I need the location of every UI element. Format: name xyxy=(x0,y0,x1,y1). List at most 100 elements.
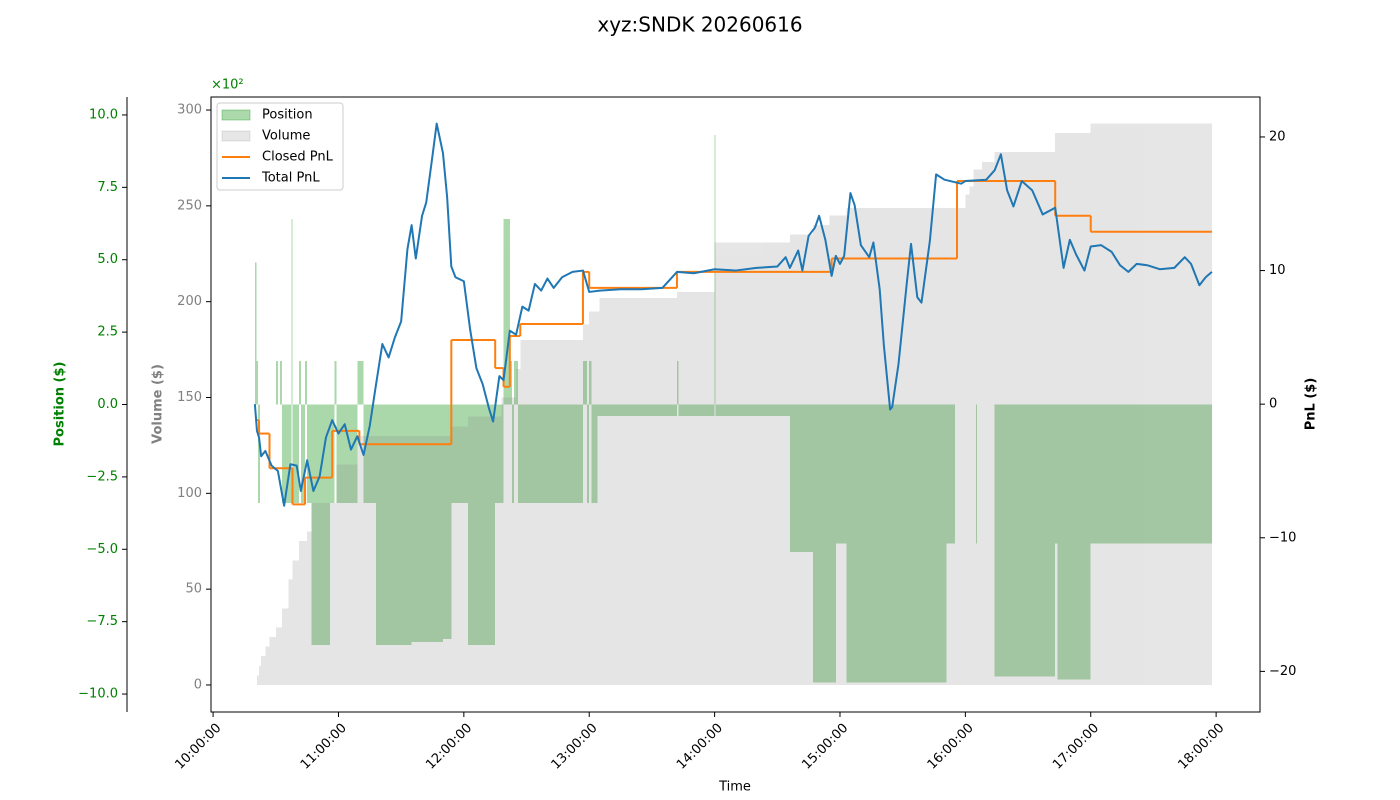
area-step xyxy=(973,169,983,685)
legend-label: Position xyxy=(262,108,313,123)
area-step xyxy=(259,665,262,685)
area-step xyxy=(298,541,308,685)
x-tick-label: 15:00:00 xyxy=(799,721,851,773)
area-step xyxy=(357,435,452,685)
x-tick-label: 14:00:00 xyxy=(674,721,726,773)
area-step xyxy=(582,361,588,405)
area-step xyxy=(282,404,292,503)
area-step xyxy=(812,404,836,683)
area-step xyxy=(589,311,600,685)
area-step xyxy=(520,340,583,685)
area-step xyxy=(994,404,1056,677)
legend-swatch xyxy=(221,109,251,121)
area-step xyxy=(513,361,519,405)
legend-swatch xyxy=(221,130,251,142)
area-step xyxy=(256,361,259,405)
area-step xyxy=(969,186,974,685)
area-step xyxy=(846,207,966,685)
area-step xyxy=(288,579,293,685)
area-step xyxy=(965,194,970,685)
y-axis-label: PnL ($) xyxy=(1304,378,1319,431)
area-step xyxy=(846,404,947,683)
pnl-tick-label: 0 xyxy=(1269,397,1277,412)
chart-title: xyz:SNDK 20260616 xyxy=(597,13,802,37)
area-step xyxy=(715,404,790,417)
pnl-tick-label: 10 xyxy=(1269,263,1286,278)
area-step xyxy=(591,404,598,503)
area-step xyxy=(676,361,679,405)
legend-label: Volume xyxy=(262,129,310,144)
volume-tick-label: 300 xyxy=(177,103,202,118)
x-tick-label: 10:00:00 xyxy=(172,721,224,773)
area-step xyxy=(676,292,715,685)
area-step xyxy=(468,416,502,685)
legend-box xyxy=(216,102,344,191)
area-step xyxy=(300,404,306,503)
area-step xyxy=(1090,123,1212,685)
volume-tick-label: 250 xyxy=(177,198,202,213)
x-tick-label: 12:00:00 xyxy=(423,721,475,773)
area-step xyxy=(275,627,283,685)
area-step xyxy=(829,215,847,685)
volume-tick-label: 50 xyxy=(185,582,202,597)
volume-tick-label: 0 xyxy=(194,677,202,692)
area-step xyxy=(516,368,521,685)
area-step xyxy=(298,361,301,405)
position-tick-label: 7.5 xyxy=(97,180,118,195)
area-step xyxy=(363,404,377,503)
area-step xyxy=(589,361,592,405)
volume-tick-label: 150 xyxy=(177,390,202,405)
area-step xyxy=(311,404,331,645)
area-step xyxy=(501,397,517,685)
area-step xyxy=(714,242,790,685)
area-step xyxy=(292,560,299,685)
legend-label: Closed PnL xyxy=(262,150,334,165)
pnl-tick-label: −10 xyxy=(1269,530,1296,545)
volume-tick-label: 100 xyxy=(177,486,202,501)
area-step xyxy=(269,637,276,685)
area-step xyxy=(275,361,278,405)
area-step xyxy=(994,152,1056,685)
area-step xyxy=(587,404,590,503)
area-step xyxy=(305,361,308,405)
area-step xyxy=(597,404,677,417)
area-step xyxy=(678,404,715,417)
area-step xyxy=(599,297,677,685)
area-step xyxy=(835,404,847,544)
area-step xyxy=(495,404,504,503)
volume-offset-label: ×10² xyxy=(211,78,244,93)
area-step xyxy=(451,426,469,685)
area-step xyxy=(336,464,358,685)
area-step xyxy=(975,404,978,544)
area-step xyxy=(307,531,312,685)
x-axis-label: Time xyxy=(718,780,751,795)
pnl-tick-label: −20 xyxy=(1269,664,1296,679)
area-step xyxy=(442,404,452,640)
area-step xyxy=(946,404,955,544)
area-step xyxy=(518,404,583,503)
area-step xyxy=(582,324,590,685)
area-step xyxy=(261,656,266,685)
area-step xyxy=(282,608,289,685)
area-step xyxy=(279,361,283,405)
area-step xyxy=(291,219,293,405)
area-step xyxy=(789,234,813,685)
area-step xyxy=(451,404,469,503)
volume-tick-label: 200 xyxy=(177,294,202,309)
area-step xyxy=(258,404,261,503)
area-step xyxy=(1090,404,1212,544)
area-step xyxy=(357,361,364,405)
position-tick-label: 0.0 xyxy=(97,397,118,412)
x-tick-label: 13:00:00 xyxy=(549,721,601,773)
area-series xyxy=(256,123,1212,685)
area-step xyxy=(503,219,510,405)
position-tick-label: −2.5 xyxy=(86,469,118,484)
position-tick-label: −10.0 xyxy=(78,687,118,702)
pnl-tick-label: 20 xyxy=(1269,129,1286,144)
area-step xyxy=(509,361,512,405)
position-tick-label: −5.0 xyxy=(86,542,118,557)
line-series xyxy=(253,122,1213,507)
x-tick-label: 16:00:00 xyxy=(925,721,977,773)
area-step xyxy=(334,361,337,405)
